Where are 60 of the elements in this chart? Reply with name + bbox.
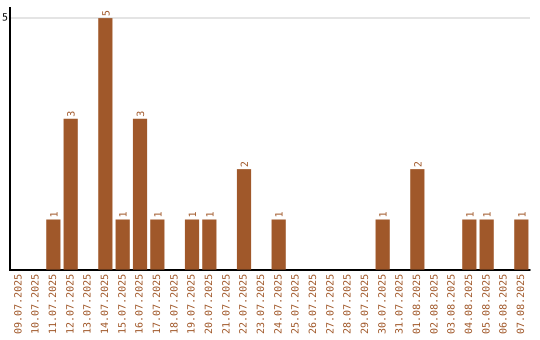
data-label: 1 <box>49 211 60 218</box>
x-tick-label: 04.08.2025 <box>464 274 475 334</box>
x-tick-label: 15.07.2025 <box>117 274 128 334</box>
x-tick-label: 29.07.2025 <box>360 274 371 334</box>
x-tick-label: 20.07.2025 <box>204 274 215 334</box>
x-tick-label: 09.07.2025 <box>13 274 24 334</box>
bar <box>46 219 60 270</box>
data-label: 1 <box>517 211 528 218</box>
x-tick-label: 13.07.2025 <box>82 274 94 334</box>
data-label: 1 <box>378 211 390 218</box>
x-tick-label: 11.07.2025 <box>48 274 59 334</box>
bar <box>410 169 424 270</box>
x-tick-label: 24.07.2025 <box>273 274 284 334</box>
bar <box>462 219 476 270</box>
x-tick-label: 02.08.2025 <box>429 274 440 334</box>
x-tick-label: 06.08.2025 <box>498 274 510 334</box>
bar <box>514 219 528 270</box>
data-label: 2 <box>413 161 424 168</box>
x-tick-label: 25.07.2025 <box>290 274 302 334</box>
data-label: 3 <box>136 110 148 117</box>
bar <box>98 18 112 270</box>
bar <box>116 219 130 270</box>
x-tick-label: 19.07.2025 <box>186 274 198 334</box>
data-label: 2 <box>240 161 252 168</box>
data-label: 1 <box>465 211 476 218</box>
bar <box>132 118 148 270</box>
bar <box>236 169 252 270</box>
x-tick-label: 14.07.2025 <box>100 274 111 334</box>
x-tick-label: 16.07.2025 <box>134 274 146 334</box>
x-tick-label: 27.07.2025 <box>325 274 336 334</box>
data-label: 3 <box>66 110 78 117</box>
data-label: 1 <box>153 211 164 218</box>
x-tick-label: 01.08.2025 <box>412 274 423 334</box>
data-label: 5 <box>101 10 112 16</box>
data-label: 1 <box>482 211 494 218</box>
x-tick-label: 18.07.2025 <box>169 274 180 334</box>
x-tick-label: 05.08.2025 <box>481 274 492 334</box>
bar <box>64 118 78 270</box>
x-tick-label: 22.07.2025 <box>238 274 250 334</box>
bar <box>202 219 216 270</box>
x-tick-label: 17.07.2025 <box>152 274 163 334</box>
data-label: 1 <box>205 211 216 218</box>
x-tick-label: 30.07.2025 <box>377 274 388 334</box>
x-tick-label: 12.07.2025 <box>65 274 76 334</box>
bar <box>480 219 494 270</box>
data-label: 1 <box>274 211 286 218</box>
x-tick-label: 28.07.2025 <box>342 274 354 334</box>
x-tick-label: 23.07.2025 <box>256 274 267 334</box>
x-tick-label: 26.07.2025 <box>308 274 319 334</box>
x-tick-label: 10.07.2025 <box>30 274 42 334</box>
data-label: 1 <box>118 211 130 218</box>
bar <box>150 219 164 270</box>
x-tick-label: 31.07.2025 <box>394 274 406 334</box>
x-tick-label: 21.07.2025 <box>221 274 232 334</box>
bar <box>184 219 200 270</box>
bar <box>376 219 390 270</box>
data-label: 1 <box>188 211 200 218</box>
x-tick-label: 07.08.2025 <box>516 274 527 334</box>
bar <box>272 219 286 270</box>
x-tick-label: 03.08.2025 <box>446 274 458 334</box>
